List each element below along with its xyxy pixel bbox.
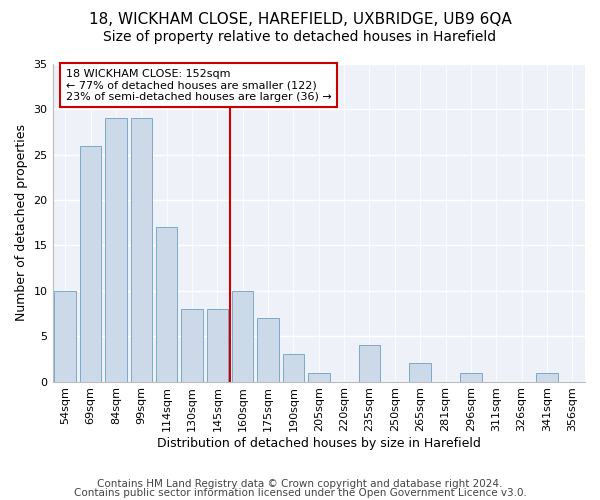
Bar <box>80 146 101 382</box>
Bar <box>460 372 482 382</box>
Text: 18 WICKHAM CLOSE: 152sqm
← 77% of detached houses are smaller (122)
23% of semi-: 18 WICKHAM CLOSE: 152sqm ← 77% of detach… <box>66 68 331 102</box>
Text: Size of property relative to detached houses in Harefield: Size of property relative to detached ho… <box>103 30 497 44</box>
Bar <box>206 309 228 382</box>
Text: Contains public sector information licensed under the Open Government Licence v3: Contains public sector information licen… <box>74 488 526 498</box>
Bar <box>131 118 152 382</box>
Bar <box>283 354 304 382</box>
Bar <box>257 318 279 382</box>
Text: 18, WICKHAM CLOSE, HAREFIELD, UXBRIDGE, UB9 6QA: 18, WICKHAM CLOSE, HAREFIELD, UXBRIDGE, … <box>89 12 511 28</box>
Bar <box>55 291 76 382</box>
Bar <box>359 346 380 382</box>
Y-axis label: Number of detached properties: Number of detached properties <box>15 124 28 322</box>
Bar <box>156 228 178 382</box>
Bar <box>181 309 203 382</box>
X-axis label: Distribution of detached houses by size in Harefield: Distribution of detached houses by size … <box>157 437 481 450</box>
Text: Contains HM Land Registry data © Crown copyright and database right 2024.: Contains HM Land Registry data © Crown c… <box>97 479 503 489</box>
Bar <box>536 372 558 382</box>
Bar <box>308 372 329 382</box>
Bar <box>409 364 431 382</box>
Bar <box>232 291 253 382</box>
Bar <box>105 118 127 382</box>
